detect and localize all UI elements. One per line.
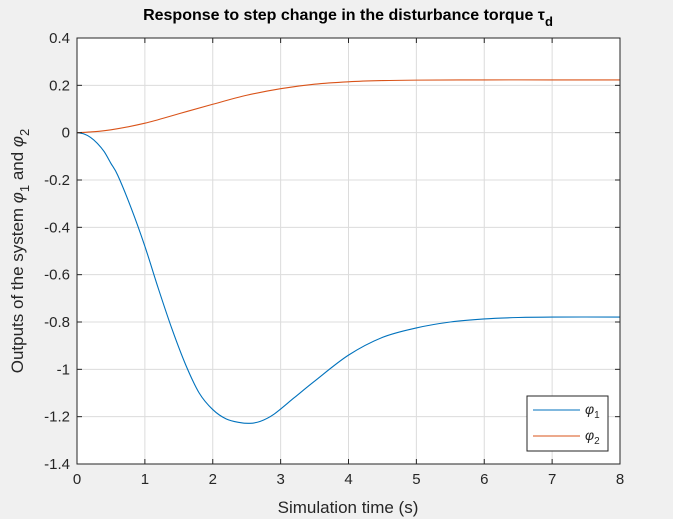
legend-label-phi2-sub: 2 (594, 436, 600, 447)
y-tick-label: -0.6 (44, 267, 70, 284)
series-line-phi2 (76, 79, 620, 134)
y-axis-label-part: and (8, 147, 27, 185)
y-tick-label: -0.2 (44, 172, 70, 189)
legend-label-phi2: φ2 (585, 427, 600, 447)
chart-title-subscript: d (545, 14, 553, 29)
y-axis-label: Outputs of the system φ1 and φ2 (8, 129, 32, 374)
y-axis-label-part: 2 (17, 129, 32, 136)
legend-label-phi1-name: φ (585, 401, 594, 417)
y-tick-label: -0.4 (44, 219, 70, 236)
y-tick-label: -1.4 (44, 456, 70, 473)
y-tick-label: 0.4 (49, 30, 70, 47)
x-tick-label: 0 (73, 471, 81, 488)
y-tick-label: -1 (57, 361, 70, 378)
x-tick-label: 2 (209, 471, 217, 488)
legend-label-phi1: φ1 (585, 401, 600, 421)
y-axis-label-part: 1 (17, 185, 32, 192)
legend-label-phi1-sub: 1 (594, 410, 600, 421)
y-tick-label: 0.2 (49, 77, 70, 94)
x-tick-label: 5 (412, 471, 420, 488)
ticks: 0 1 2 3 4 5 6 7 8 0.4 0.2 0 -0.2 -0.4 -0.6 -0.8 -1 -1.2 -1… (44, 30, 624, 488)
y-axis-label-part: Outputs of the system (8, 203, 27, 373)
chart-title: Response to step change in the disturban… (143, 7, 553, 29)
legend: φ1 φ2 (526, 395, 609, 452)
y-axis-label-part: φ (8, 192, 27, 203)
legend-box (526, 395, 609, 452)
chart-title-main: Response to step change in the disturban… (143, 7, 545, 24)
x-tick-label: 8 (616, 471, 624, 488)
x-tick-label: 6 (480, 471, 488, 488)
x-tick-label: 7 (548, 471, 556, 488)
y-tick-label: -1.2 (44, 409, 70, 426)
x-tick-label: 1 (141, 471, 149, 488)
y-tick-label: 0 (62, 125, 70, 142)
legend-label-phi2-name: φ (585, 427, 594, 443)
y-tick-label: -0.8 (44, 314, 70, 331)
x-axis-label: Simulation time (s) (278, 498, 419, 517)
x-tick-label: 4 (344, 471, 352, 488)
series-layer (76, 79, 621, 424)
y-axis-label-part: φ (8, 136, 27, 147)
x-tick-label: 3 (276, 471, 284, 488)
series-line-phi1 (76, 132, 621, 424)
